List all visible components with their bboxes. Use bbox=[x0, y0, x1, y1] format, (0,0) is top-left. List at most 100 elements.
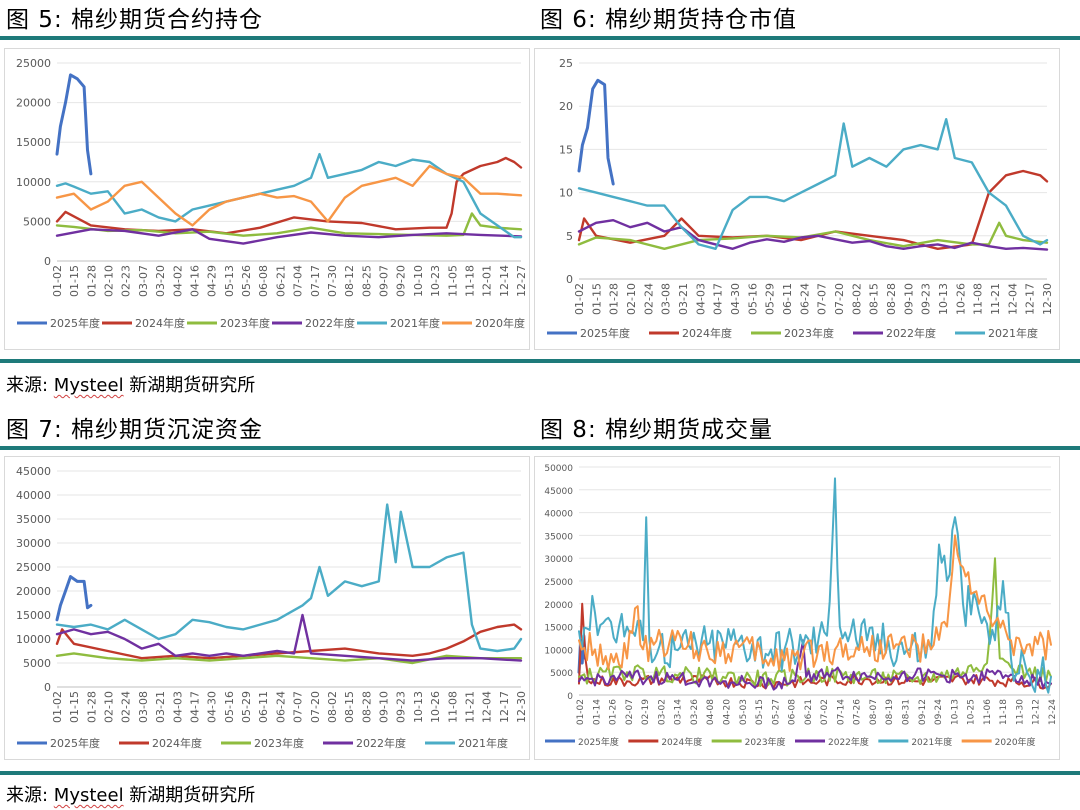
x-tick-label: 01-26 bbox=[609, 699, 619, 725]
figure-title-8: 图 8: 棉纱期货成交量 bbox=[540, 417, 774, 443]
x-tick-label: 11-30 bbox=[1015, 699, 1025, 725]
y-tick-label: 20 bbox=[559, 100, 573, 113]
series-line-2025年度 bbox=[577, 78, 615, 186]
x-tick-label: 11-18 bbox=[463, 265, 476, 297]
x-tick-label: 06-08 bbox=[788, 699, 798, 725]
x-tick-label: 04-17 bbox=[188, 691, 201, 723]
legend-label: 2023年度 bbox=[254, 736, 304, 750]
chart-settled-funds: 0 5000 10000 15000 20000 25000 30000 35000 40000… bbox=[16, 465, 528, 750]
legend-label: 2025年度 bbox=[50, 736, 100, 750]
x-tick-label: 02-10 bbox=[103, 691, 116, 723]
x-tick-label: 02-07 bbox=[625, 699, 635, 725]
x-tick-label: 01-28 bbox=[85, 265, 98, 297]
x-tick-label: 08-28 bbox=[360, 691, 373, 723]
x-tick-label: 01-02 bbox=[576, 699, 586, 725]
y-tick-label: 25000 bbox=[16, 561, 51, 574]
x-tick-label: 03-14 bbox=[674, 699, 684, 725]
legend-label: 2024年度 bbox=[135, 316, 185, 330]
series-line-2021年度 bbox=[578, 477, 1052, 694]
x-tick-label: 10-10 bbox=[412, 265, 425, 297]
x-tick-label: 08-25 bbox=[360, 265, 373, 297]
y-tick-label: 10000 bbox=[544, 646, 573, 656]
x-tick-label: 08-28 bbox=[885, 283, 898, 315]
x-tick-label: 10-26 bbox=[954, 283, 967, 315]
x-tick-label: 11-18 bbox=[999, 699, 1009, 725]
y-tick-label: 50000 bbox=[544, 464, 573, 474]
x-tick-label: 11-21 bbox=[463, 691, 476, 723]
x-tick-label: 05-29 bbox=[764, 283, 777, 315]
chart-position-value: 0 5 10 15 20 25 01-02 01-15 01-28 02-10 02-24 03-08… bbox=[547, 57, 1054, 340]
x-tick-label: 04-02 bbox=[171, 265, 184, 297]
x-tick-label: 08-31 bbox=[902, 699, 912, 725]
y-tick-label: 40000 bbox=[544, 510, 573, 520]
legend-label: 2022年度 bbox=[356, 736, 406, 750]
x-tick-label: 12-27 bbox=[515, 265, 528, 297]
x-tick-label: 06-24 bbox=[798, 283, 811, 315]
x-tick-label: 12-04 bbox=[1006, 283, 1019, 315]
x-tick-label: 07-20 bbox=[309, 691, 322, 723]
y-tick-label: 25000 bbox=[16, 57, 51, 70]
x-tick-label: 05-16 bbox=[223, 691, 236, 723]
x-tick-label: 04-03 bbox=[694, 283, 707, 315]
series-line-2022年度 bbox=[577, 219, 1049, 251]
x-tick-label: 11-05 bbox=[446, 265, 459, 297]
x-tick-label: 01-15 bbox=[68, 691, 81, 723]
x-tick-label: 07-26 bbox=[853, 699, 863, 725]
y-tick-label: 15 bbox=[559, 143, 573, 156]
legend-label: 2023年度 bbox=[745, 736, 786, 748]
x-tick-label: 09-07 bbox=[378, 265, 391, 297]
x-tick-label: 04-20 bbox=[722, 699, 732, 725]
x-tick-label: 04-29 bbox=[206, 265, 219, 297]
series-line-2020年度 bbox=[55, 164, 523, 227]
x-tick-label: 10-13 bbox=[412, 691, 425, 723]
x-tick-label: 07-30 bbox=[326, 265, 339, 297]
x-tick-label: 03-08 bbox=[660, 283, 673, 315]
x-tick-label: 07-04 bbox=[292, 265, 305, 297]
x-tick-label: 10-26 bbox=[429, 691, 442, 723]
chart-panel-trading-volume: 0 5000 10000 15000 20000 25000 30000 35000 40000… bbox=[534, 456, 1060, 760]
x-tick-label: 11-08 bbox=[972, 283, 985, 315]
chart-panel-settled-funds: 0 5000 10000 15000 20000 25000 30000 35000 40000… bbox=[4, 456, 530, 760]
x-tick-label: 10-13 bbox=[950, 699, 960, 725]
legend-label: 2022年度 bbox=[886, 326, 936, 340]
x-tick-label: 07-17 bbox=[309, 265, 322, 297]
legend-label: 2021年度 bbox=[458, 736, 508, 750]
x-tick-label: 01-02 bbox=[51, 691, 64, 723]
figure-title-7: 图 7: 棉纱期货沉淀资金 bbox=[6, 417, 264, 443]
chart-trading-volume: 0 5000 10000 15000 20000 25000 30000 35000 40000… bbox=[544, 464, 1058, 748]
x-tick-label: 08-12 bbox=[343, 265, 356, 297]
x-tick-label: 04-17 bbox=[712, 283, 725, 315]
x-tick-label: 08-02 bbox=[850, 283, 863, 315]
legend-label: 2024年度 bbox=[661, 736, 702, 748]
y-tick-label: 0 bbox=[44, 681, 51, 694]
x-tick-label: 09-12 bbox=[918, 699, 928, 725]
y-tick-label: 25000 bbox=[544, 578, 573, 588]
legend-label: 2025年度 bbox=[50, 316, 100, 330]
y-tick-label: 5000 bbox=[550, 669, 573, 679]
y-tick-label: 15000 bbox=[16, 609, 51, 622]
x-tick-label: 05-03 bbox=[739, 699, 749, 725]
chart-panel-open-interest: 0 5000 10000 15000 20000 25000 01-02 01-15 01-28… bbox=[4, 48, 530, 350]
series-line-2022年度 bbox=[55, 613, 523, 662]
legend-label: 2022年度 bbox=[828, 736, 869, 748]
chart-open-interest: 0 5000 10000 15000 20000 25000 01-02 01-15 01-28… bbox=[16, 57, 528, 330]
y-tick-label: 5000 bbox=[23, 215, 51, 228]
source-brand: Mysteel bbox=[53, 785, 124, 806]
x-tick-label: 09-24 bbox=[934, 699, 944, 725]
y-tick-label: 45000 bbox=[16, 465, 51, 478]
y-tick-label: 45000 bbox=[544, 487, 573, 497]
x-tick-label: 06-11 bbox=[781, 283, 794, 315]
x-tick-label: 01-15 bbox=[68, 265, 81, 297]
x-tick-label: 11-06 bbox=[983, 699, 993, 725]
y-tick-label: 40000 bbox=[16, 489, 51, 502]
legend-label: 2023年度 bbox=[784, 326, 834, 340]
series-line-2023年度 bbox=[577, 221, 1049, 250]
y-tick-label: 5 bbox=[566, 230, 573, 243]
series-line-2025年度 bbox=[55, 73, 93, 176]
series-line-2021年度 bbox=[577, 118, 1049, 250]
x-tick-label: 02-24 bbox=[120, 691, 133, 723]
x-tick-label: 04-08 bbox=[706, 699, 716, 725]
legend-label: 2021年度 bbox=[911, 736, 952, 748]
series-line-2022年度 bbox=[55, 228, 523, 245]
x-tick-label: 03-26 bbox=[690, 699, 700, 725]
